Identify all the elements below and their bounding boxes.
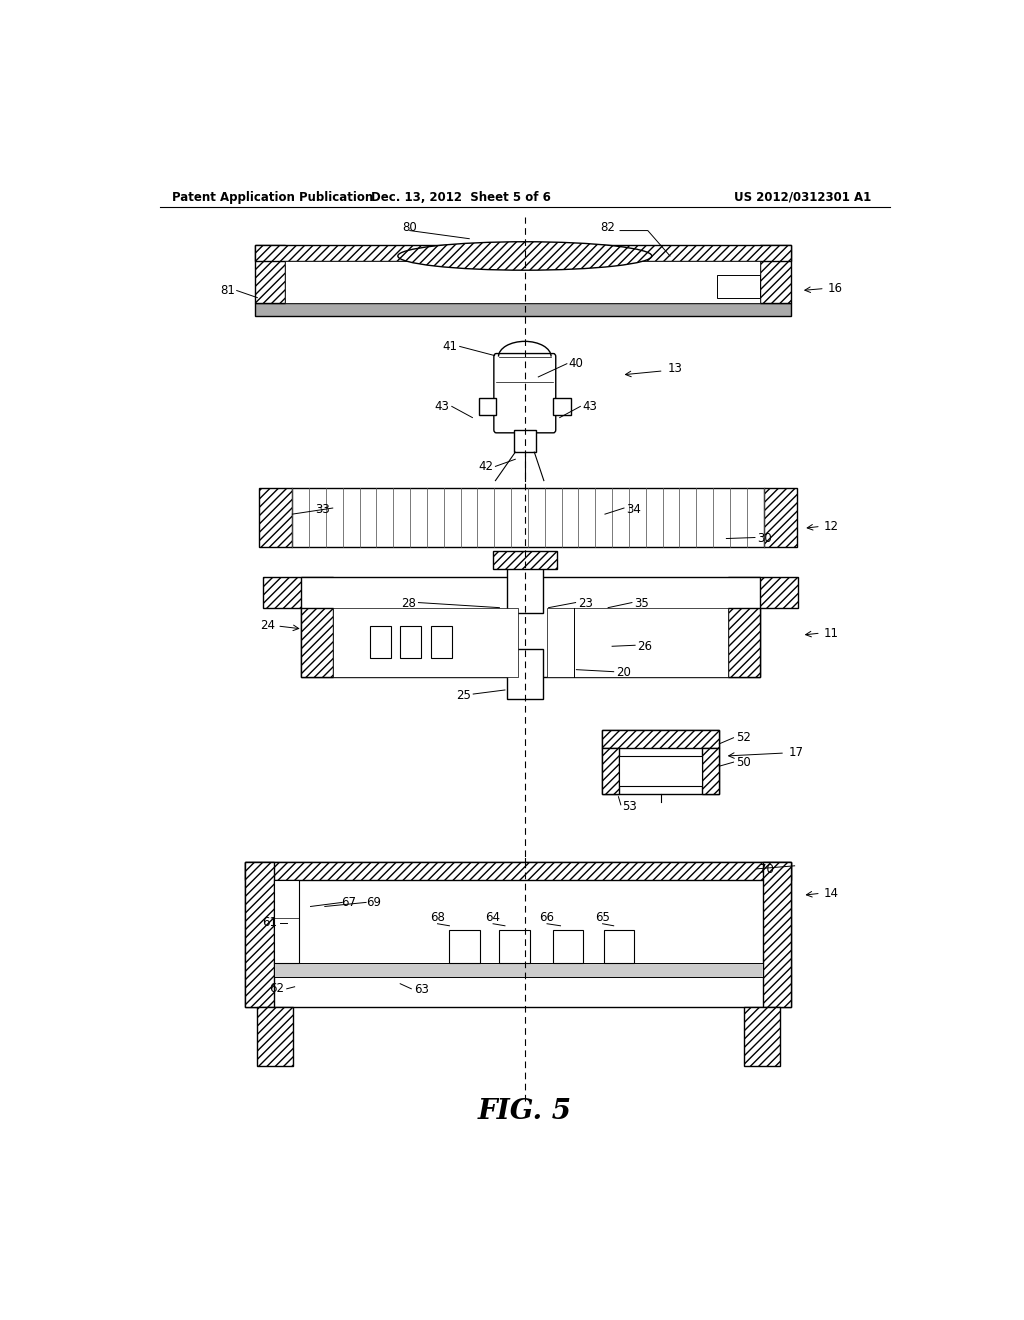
Bar <box>604 929 634 964</box>
Bar <box>285 261 761 302</box>
FancyBboxPatch shape <box>494 354 556 433</box>
Bar <box>301 607 333 677</box>
Text: 25: 25 <box>456 689 471 701</box>
Bar <box>370 626 391 659</box>
Text: 16: 16 <box>828 282 843 294</box>
Bar <box>553 399 570 414</box>
Bar <box>255 302 791 315</box>
Text: Patent Application Publication: Patent Application Publication <box>172 190 373 203</box>
Bar <box>246 862 792 1007</box>
Bar <box>255 244 791 261</box>
Bar <box>500 929 529 964</box>
Ellipse shape <box>397 242 651 271</box>
Text: 64: 64 <box>485 911 501 924</box>
Text: 69: 69 <box>367 896 381 909</box>
Bar <box>333 607 517 677</box>
Text: 42: 42 <box>478 459 494 473</box>
Text: 61: 61 <box>262 916 278 929</box>
Text: 53: 53 <box>623 800 637 813</box>
Bar <box>728 607 760 677</box>
Bar <box>763 862 792 1007</box>
Bar <box>246 862 274 1007</box>
Text: 34: 34 <box>627 503 641 516</box>
Text: 65: 65 <box>595 911 610 924</box>
Text: 35: 35 <box>634 597 649 610</box>
Text: 40: 40 <box>568 358 584 370</box>
Bar <box>514 430 536 453</box>
Text: 81: 81 <box>220 284 236 297</box>
Bar <box>493 550 557 569</box>
Bar <box>553 929 583 964</box>
Text: 26: 26 <box>638 640 652 653</box>
Text: 17: 17 <box>788 747 803 759</box>
Text: 20: 20 <box>616 667 631 680</box>
Text: 67: 67 <box>341 896 355 909</box>
Text: 41: 41 <box>442 341 458 352</box>
Text: 28: 28 <box>401 597 416 610</box>
Text: 12: 12 <box>823 520 839 533</box>
Bar <box>761 244 791 302</box>
Text: 33: 33 <box>315 503 331 516</box>
Bar <box>507 558 543 612</box>
Bar <box>602 730 719 748</box>
Bar <box>602 748 620 793</box>
Text: 11: 11 <box>823 627 839 640</box>
Text: 66: 66 <box>540 911 555 924</box>
Text: 62: 62 <box>269 982 285 995</box>
Text: FIG. 5: FIG. 5 <box>478 1098 571 1125</box>
Text: 13: 13 <box>668 362 683 375</box>
Text: 43: 43 <box>583 400 598 413</box>
Text: 50: 50 <box>736 755 751 768</box>
Bar <box>263 577 333 607</box>
Text: 63: 63 <box>414 983 429 997</box>
Text: 70: 70 <box>759 863 774 876</box>
Bar <box>602 730 719 793</box>
Text: Dec. 13, 2012  Sheet 5 of 6: Dec. 13, 2012 Sheet 5 of 6 <box>372 190 551 203</box>
Text: 68: 68 <box>430 911 445 924</box>
Bar <box>547 607 728 677</box>
Bar <box>274 964 763 977</box>
Bar <box>479 399 497 414</box>
Bar <box>507 649 543 700</box>
Text: 52: 52 <box>736 731 751 744</box>
Bar <box>728 577 798 607</box>
Bar <box>259 487 292 546</box>
Text: 80: 80 <box>402 220 417 234</box>
Bar <box>301 577 760 677</box>
Text: 23: 23 <box>578 597 593 610</box>
Bar <box>701 748 719 793</box>
Bar <box>717 276 761 297</box>
Text: US 2012/0312301 A1: US 2012/0312301 A1 <box>734 190 871 203</box>
Text: 82: 82 <box>601 220 615 234</box>
Bar <box>246 862 792 880</box>
Bar <box>620 756 701 785</box>
Text: 30: 30 <box>758 532 772 545</box>
Bar <box>274 880 299 964</box>
Bar <box>450 929 479 964</box>
Bar <box>255 244 285 302</box>
Bar <box>743 1007 779 1067</box>
Bar <box>431 626 452 659</box>
Text: 43: 43 <box>434 400 450 413</box>
Bar <box>257 1007 293 1067</box>
Bar <box>764 487 797 546</box>
Bar <box>400 626 421 659</box>
Text: 24: 24 <box>260 619 274 632</box>
Text: 14: 14 <box>823 887 839 900</box>
